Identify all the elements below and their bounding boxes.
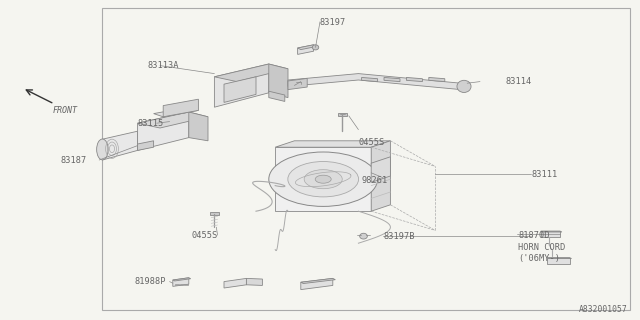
Bar: [175, 284, 179, 285]
Polygon shape: [301, 278, 333, 290]
Polygon shape: [547, 258, 570, 264]
Polygon shape: [163, 99, 198, 117]
Text: 83197B: 83197B: [384, 232, 415, 241]
Text: 83111: 83111: [531, 170, 557, 179]
Polygon shape: [138, 112, 208, 128]
Polygon shape: [210, 212, 219, 215]
Ellipse shape: [97, 139, 108, 160]
Polygon shape: [541, 231, 562, 232]
Text: 81988P: 81988P: [134, 277, 166, 286]
Polygon shape: [371, 141, 390, 211]
Text: 83114: 83114: [506, 77, 532, 86]
Text: 98261: 98261: [362, 176, 388, 185]
Bar: [184, 284, 188, 285]
Polygon shape: [154, 107, 198, 117]
Ellipse shape: [315, 175, 332, 183]
Polygon shape: [246, 278, 262, 285]
Text: 0455S: 0455S: [358, 138, 385, 147]
Text: 83197: 83197: [320, 18, 346, 27]
Ellipse shape: [288, 162, 358, 197]
Polygon shape: [547, 258, 572, 259]
Ellipse shape: [457, 80, 471, 92]
Polygon shape: [275, 147, 371, 211]
Polygon shape: [371, 157, 390, 182]
Polygon shape: [275, 141, 390, 147]
Polygon shape: [338, 113, 347, 116]
Ellipse shape: [360, 233, 367, 239]
Polygon shape: [214, 64, 288, 82]
Text: FRONT: FRONT: [53, 106, 78, 115]
Polygon shape: [288, 78, 307, 90]
Text: HORN CORD: HORN CORD: [518, 243, 566, 252]
Polygon shape: [269, 91, 285, 101]
Polygon shape: [298, 45, 317, 50]
Polygon shape: [138, 112, 189, 150]
Polygon shape: [362, 77, 378, 82]
Text: 0455S: 0455S: [192, 231, 218, 240]
Polygon shape: [288, 74, 461, 90]
Polygon shape: [214, 64, 269, 107]
Ellipse shape: [304, 170, 342, 189]
Polygon shape: [384, 77, 400, 82]
Bar: [102, 8, 630, 310]
Polygon shape: [102, 131, 138, 160]
Polygon shape: [224, 278, 246, 288]
Ellipse shape: [312, 45, 319, 50]
Bar: [180, 284, 183, 285]
Polygon shape: [269, 64, 288, 98]
Text: 83187: 83187: [61, 156, 87, 164]
Polygon shape: [429, 77, 445, 82]
Polygon shape: [406, 77, 422, 82]
Polygon shape: [224, 77, 256, 102]
Text: 83115: 83115: [138, 119, 164, 128]
Text: 83113A: 83113A: [147, 61, 179, 70]
Text: ('06MY-): ('06MY-): [518, 254, 561, 263]
Polygon shape: [541, 231, 560, 237]
Polygon shape: [173, 278, 189, 286]
Polygon shape: [173, 278, 191, 281]
Text: A832001057: A832001057: [579, 305, 627, 314]
Polygon shape: [138, 141, 154, 150]
Text: 81870D: 81870D: [518, 231, 550, 240]
Polygon shape: [189, 112, 208, 141]
Ellipse shape: [269, 152, 378, 206]
Polygon shape: [301, 278, 335, 284]
Polygon shape: [298, 45, 314, 54]
